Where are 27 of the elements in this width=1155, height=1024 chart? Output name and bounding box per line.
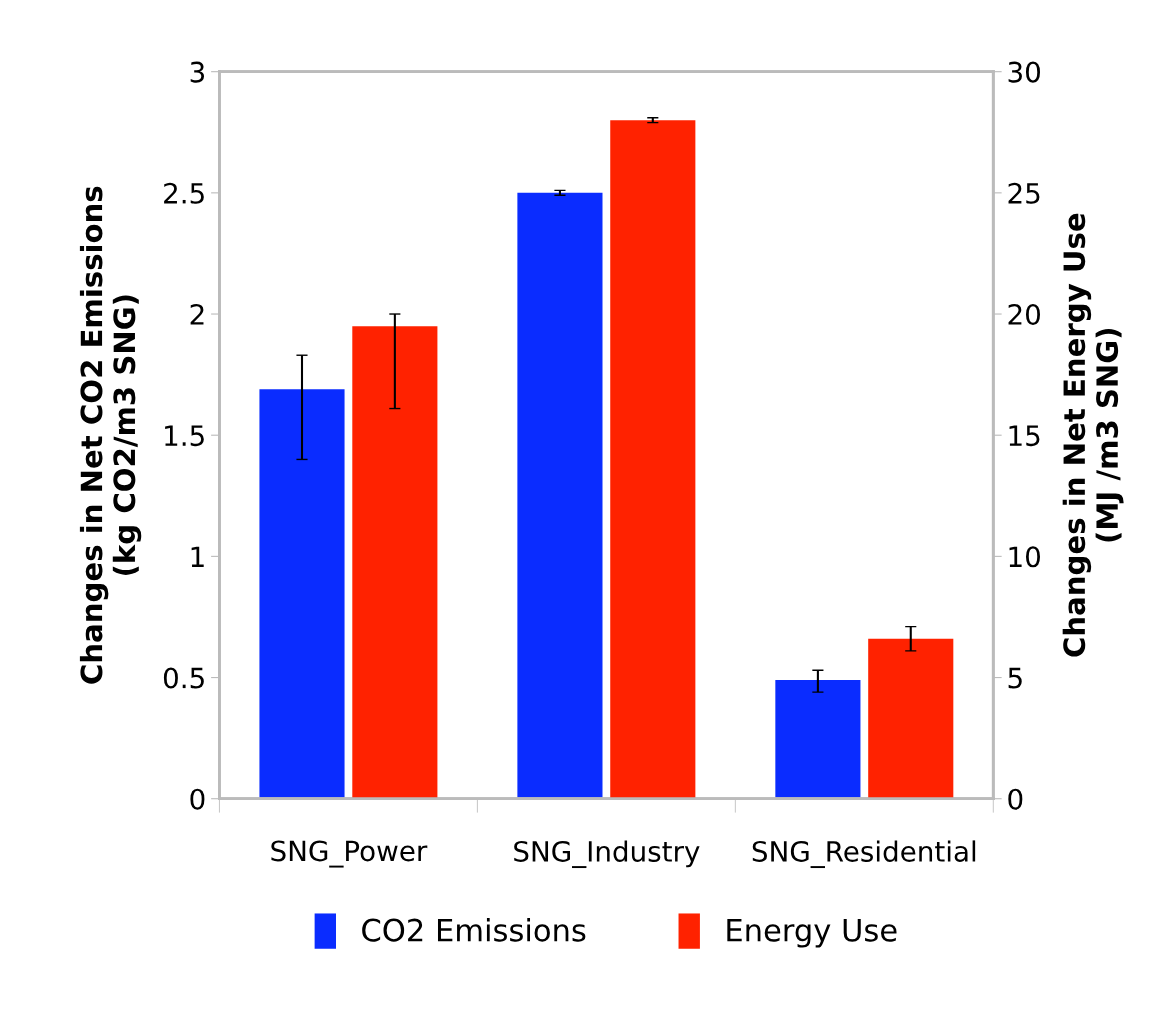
- x-tick-label: SNG_Residential: [752, 840, 976, 869]
- y-tick-label: 3: [190, 61, 205, 83]
- y2-axis-title: Changes in Net Energy Use (MJ /m3 SNG): [1062, 213, 1124, 657]
- y2-tick-label: 10: [1009, 546, 1040, 568]
- y-tick-label: 1: [191, 546, 204, 567]
- y-tick-label: 0: [190, 788, 205, 810]
- y-tick-label: 0.5: [163, 667, 204, 689]
- bar: [517, 192, 603, 799]
- y-tick-label: 1.5: [165, 425, 204, 447]
- bar: [259, 389, 345, 799]
- legend-label: CO2 Emissions: [362, 918, 586, 942]
- y2-tick-label: 0: [1008, 788, 1023, 810]
- x-tick-label: SNG_Industry: [514, 840, 700, 869]
- y2-tick-label: 5: [1008, 667, 1022, 689]
- x-tick-label: SNG_Power: [271, 840, 428, 868]
- legend-label: Energy Use: [727, 918, 897, 948]
- bar: [610, 120, 696, 799]
- y2-tick-label: 20: [1008, 303, 1040, 325]
- y-tick-label: 2: [190, 303, 204, 325]
- y-axis-title: Changes in Net CO2 Emissions (kg CO2/m3 SNG): [79, 186, 142, 684]
- y2-tick-label: 30: [1008, 61, 1040, 83]
- y2-tick-label: 15: [1009, 425, 1040, 447]
- y-tick-label: 2.5: [164, 182, 204, 204]
- bar: [868, 638, 954, 799]
- y2-tick-label: 25: [1008, 182, 1040, 204]
- bar: [775, 679, 861, 799]
- bar: [352, 326, 438, 799]
